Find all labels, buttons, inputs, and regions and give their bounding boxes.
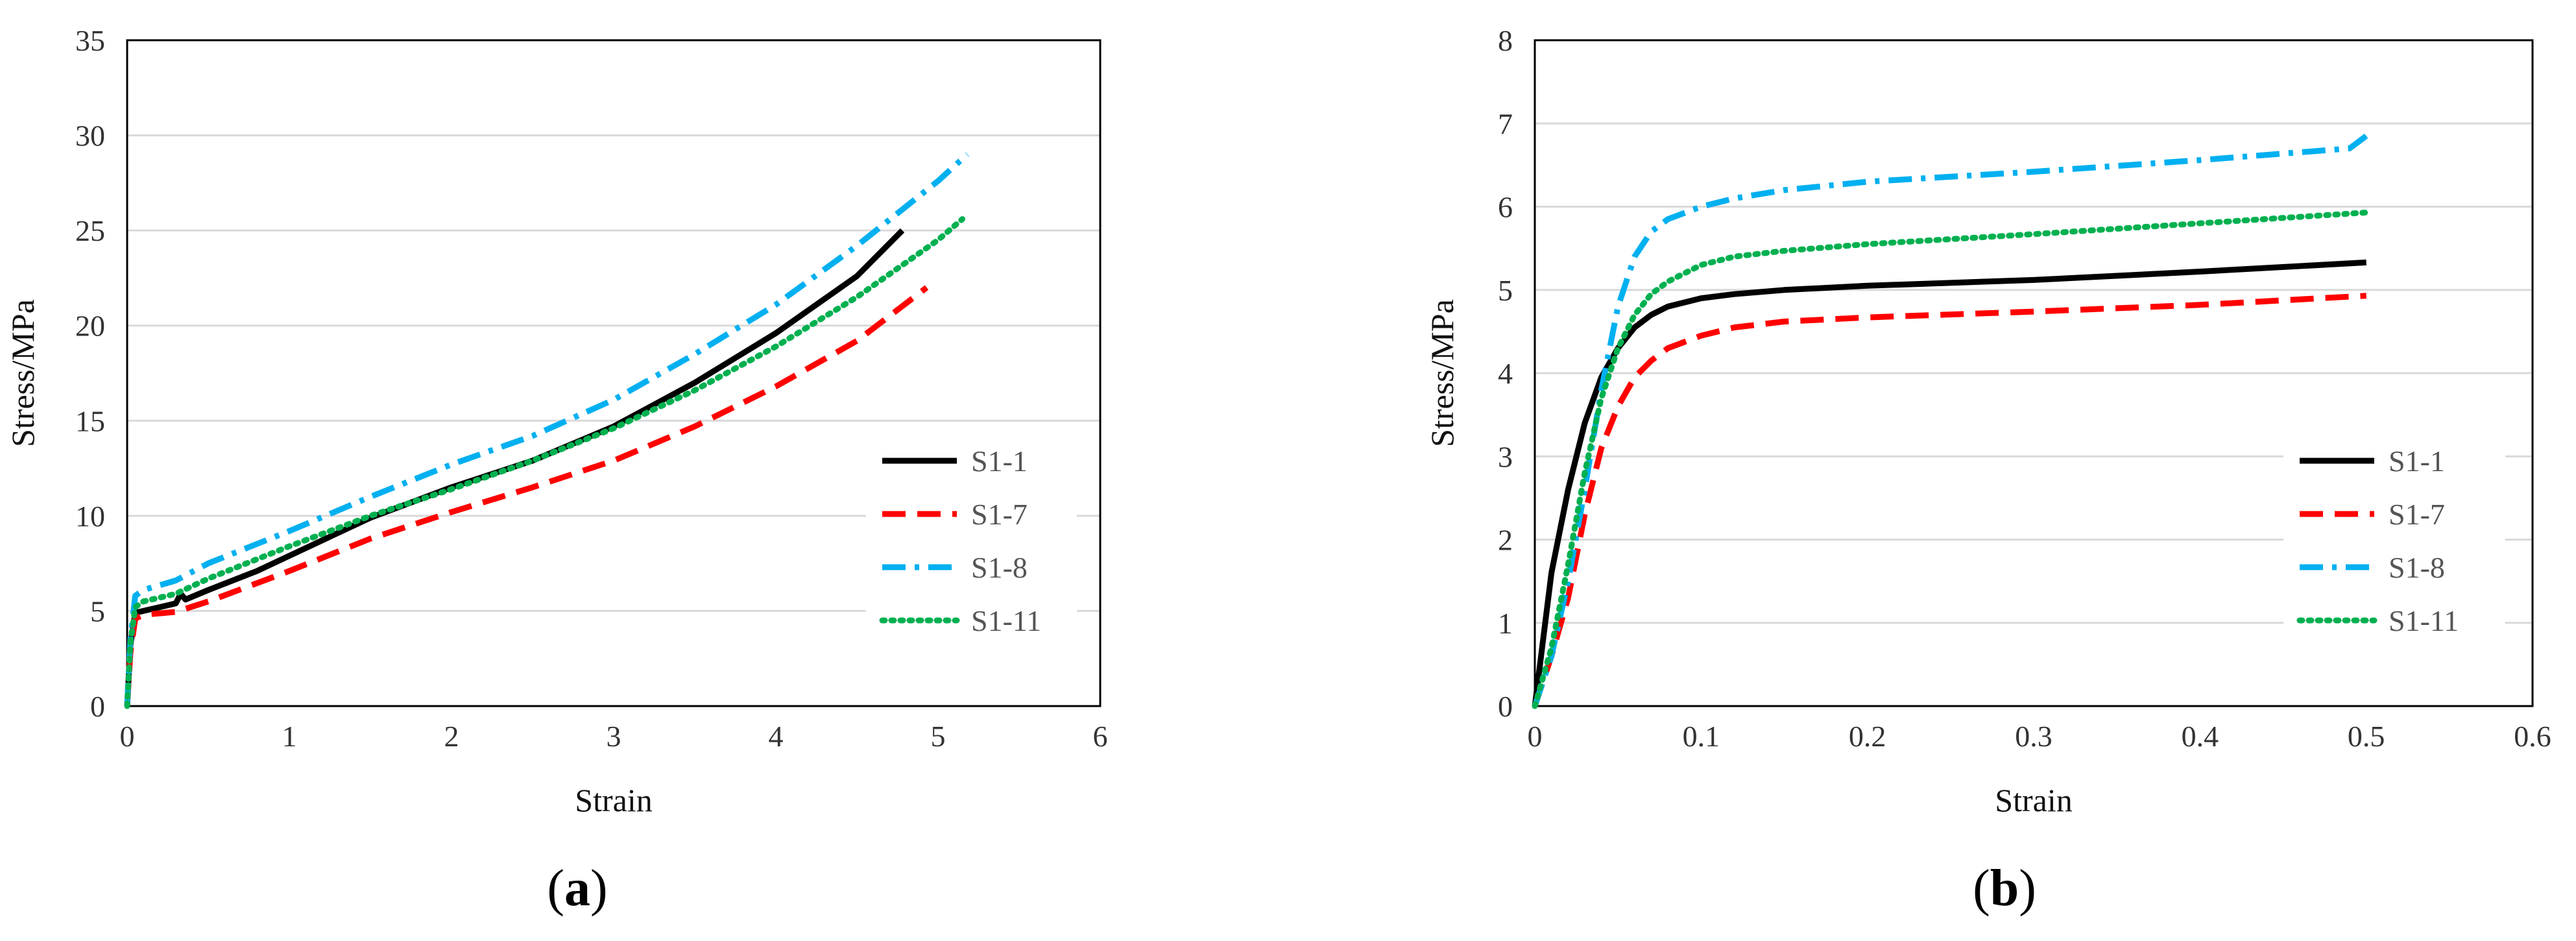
panel-caption: (a) — [547, 860, 607, 917]
legend: S1-1 S1-7 S1-8 S1-11 — [2283, 435, 2505, 655]
caption-close-paren: ) — [590, 860, 608, 917]
x-tick-label: 6 — [1093, 720, 1108, 753]
legend-label: S1-8 — [971, 551, 1028, 584]
x-axis-title: Strain — [575, 782, 652, 818]
y-tick-label: 0 — [1498, 690, 1513, 723]
y-tick-label: 25 — [75, 214, 105, 247]
caption-open-paren: ( — [1973, 860, 1990, 917]
series-line-s1-1 — [1532, 259, 2366, 707]
x-tick-label: 5 — [931, 720, 946, 753]
caption-open-paren: ( — [547, 860, 564, 917]
y-tick-label: 10 — [75, 500, 105, 533]
panel-label: b — [1990, 860, 2019, 917]
legend-label: S1-8 — [2389, 551, 2445, 584]
caption-close-paren: ) — [2019, 860, 2036, 917]
legend-label: S1-1 — [971, 445, 1028, 478]
panel-label: a — [564, 860, 590, 917]
y-tick-label: 15 — [75, 404, 105, 437]
x-tick-label: 0.1 — [1683, 720, 1720, 753]
y-tick-label: 1 — [1498, 607, 1513, 640]
y-tick-label: 5 — [90, 594, 105, 628]
legend-label: S1-7 — [971, 498, 1028, 531]
legend-label: S1-11 — [2389, 604, 2459, 637]
y-tick-label: 5 — [1498, 274, 1513, 307]
x-tick-label: 3 — [607, 720, 621, 753]
plot-frame — [1534, 39, 2534, 707]
panel-b-chart: 0 0.1 0.2 0.3 0.4 0.5 0.6 0 1 2 3 4 5 6 7 8 Strain Stress… — [1424, 24, 2551, 917]
y-tick-label: 3 — [1498, 440, 1513, 473]
legend-label: S1-11 — [971, 604, 1041, 637]
x-tick-label: 0.3 — [2015, 720, 2052, 753]
series-line-s1-8 — [1532, 133, 2368, 707]
series-line-s1-1 — [124, 228, 905, 707]
x-tick-label: 1 — [282, 720, 297, 753]
x-tick-label: 4 — [769, 720, 784, 753]
y-tick-label: 7 — [1498, 107, 1513, 140]
series-line-s1-7 — [124, 285, 929, 707]
panel-a-chart: 0 1 2 3 4 5 6 0 5 10 15 20 25 30 35 Strain Stress/MPa S1-… — [5, 24, 1108, 917]
x-tick-label: 2 — [444, 720, 459, 753]
x-tick-label: 0.2 — [1849, 720, 1886, 753]
y-tick-label: 2 — [1498, 524, 1513, 557]
y-tick-label: 20 — [75, 310, 105, 343]
y-axis-title: Stress/MPa — [5, 299, 41, 447]
y-tick-label: 30 — [75, 119, 105, 153]
x-tick-label: 0 — [120, 720, 135, 753]
x-tick-label: 0.5 — [2348, 720, 2385, 753]
x-axis-title: Strain — [1995, 782, 2072, 818]
x-tick-label: 0.4 — [2182, 720, 2219, 753]
y-tick-label: 35 — [75, 24, 105, 57]
y-tick-label: 6 — [1498, 191, 1513, 224]
y-tick-label: 0 — [90, 690, 105, 723]
series-line-s1-8 — [124, 152, 970, 707]
series-line-s1-11 — [1532, 210, 2370, 709]
x-tick-label: 0.6 — [2514, 720, 2551, 753]
y-tick-label: 8 — [1498, 24, 1513, 57]
series-line-s1-7 — [1532, 293, 2366, 707]
panel-caption: (b) — [1973, 860, 2036, 917]
y-tick-label: 4 — [1498, 357, 1513, 390]
plot-frame — [126, 39, 1101, 707]
legend-label: S1-1 — [2389, 445, 2445, 478]
series-line-s1-11 — [124, 216, 965, 709]
legend: S1-1 S1-7 S1-8 S1-11 — [866, 435, 1077, 655]
x-tick-label: 0 — [1528, 720, 1543, 753]
legend-label: S1-7 — [2389, 498, 2445, 531]
y-axis-title: Stress/MPa — [1424, 299, 1460, 447]
